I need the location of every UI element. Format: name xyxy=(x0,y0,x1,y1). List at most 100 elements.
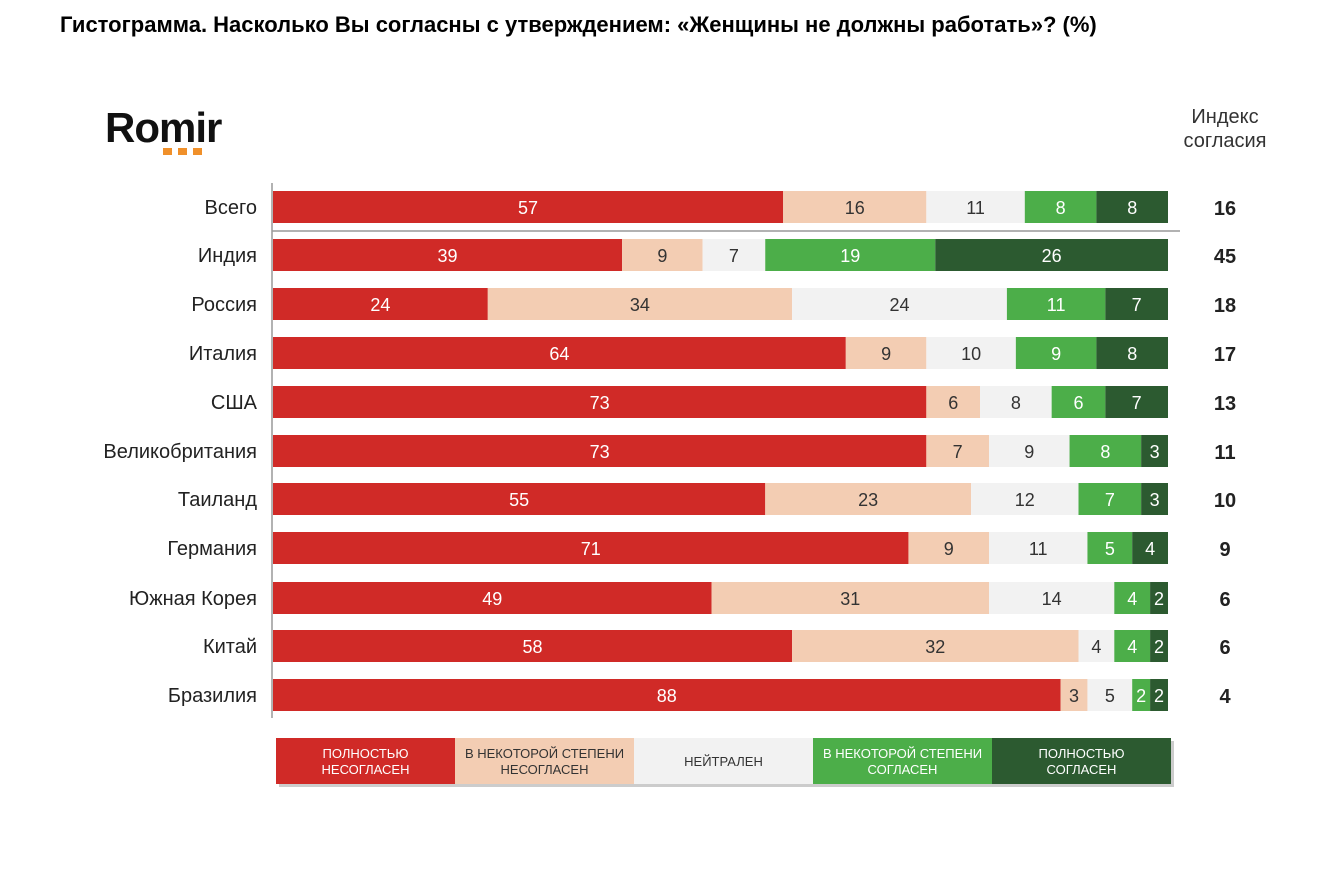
bar-segment xyxy=(273,337,846,369)
bar-segment xyxy=(1150,582,1168,614)
data-label: 3 xyxy=(1150,442,1160,462)
data-label: 4 xyxy=(1091,637,1101,657)
data-label: 7 xyxy=(953,442,963,462)
bar-segment xyxy=(926,386,981,418)
bar-segment xyxy=(1132,532,1168,564)
agreement-index-value: 17 xyxy=(1214,344,1236,366)
data-label: 2 xyxy=(1136,686,1146,706)
data-label: 10 xyxy=(961,344,981,364)
bar-segment xyxy=(273,239,623,271)
bar-segment xyxy=(1069,435,1142,467)
bar-segment xyxy=(935,239,1168,271)
bar-segment xyxy=(926,435,989,467)
category-label: Всего xyxy=(205,197,257,219)
bar-segment xyxy=(1114,582,1151,614)
bar-segment xyxy=(1132,679,1151,711)
data-label: 31 xyxy=(840,589,860,609)
logo-text: Romir xyxy=(105,104,222,151)
category-label: Таиланд xyxy=(178,489,257,511)
legend-label: В НЕКОТОРОЙ СТЕПЕНИ xyxy=(823,746,982,761)
data-label: 2 xyxy=(1154,637,1164,657)
data-label: 73 xyxy=(590,442,610,462)
data-label: 11 xyxy=(1047,295,1066,315)
category-label: Бразилия xyxy=(168,685,257,707)
data-label: 4 xyxy=(1127,637,1137,657)
bar-segment xyxy=(926,191,1025,223)
data-label: 24 xyxy=(370,295,390,315)
legend-label: НЕЙТРАЛЕН xyxy=(684,754,763,769)
data-label: 3 xyxy=(1069,686,1079,706)
data-label: 88 xyxy=(657,686,677,706)
bar-segment xyxy=(1006,288,1106,320)
category-label: Великобритания xyxy=(103,441,257,463)
bar-segment xyxy=(1141,483,1168,515)
bar-segment xyxy=(989,532,1088,564)
bar-segment xyxy=(1060,679,1088,711)
legend-swatch xyxy=(276,738,455,784)
data-label: 14 xyxy=(1042,589,1062,609)
data-label: 7 xyxy=(729,246,739,266)
data-label: 2 xyxy=(1154,686,1164,706)
data-label: 3 xyxy=(1150,490,1160,510)
romir-logo: Romir xyxy=(105,104,222,155)
bar-segment xyxy=(792,630,1079,662)
data-label: 39 xyxy=(438,246,458,266)
bar-segment xyxy=(273,288,488,320)
bar-segment xyxy=(989,582,1115,614)
data-label: 9 xyxy=(944,539,954,559)
category-label: Россия xyxy=(191,294,257,316)
agreement-index-value: 45 xyxy=(1214,246,1236,268)
logo-dots xyxy=(163,148,221,155)
legend-label: СОГЛАСЕН xyxy=(868,762,938,777)
bar-segment xyxy=(273,582,712,614)
category-label: Индия xyxy=(198,245,257,267)
data-label: 19 xyxy=(840,246,860,266)
agreement-index-value: 6 xyxy=(1219,589,1230,611)
legend-swatch xyxy=(813,738,992,784)
legend-label: НЕСОГЛАСЕН xyxy=(322,762,410,777)
data-label: 5 xyxy=(1105,539,1115,559)
bar-segment xyxy=(487,288,793,320)
category-label: Китай xyxy=(203,636,257,658)
bar-segment xyxy=(1051,386,1106,418)
data-label: 16 xyxy=(845,198,865,218)
data-label: 73 xyxy=(590,393,610,413)
data-label: 11 xyxy=(966,198,985,218)
bar-segment xyxy=(1015,337,1097,369)
data-label: 4 xyxy=(1145,539,1155,559)
bar-segment xyxy=(1105,288,1168,320)
bar-segment xyxy=(1114,630,1151,662)
bar-segment xyxy=(1096,191,1168,223)
bar-segment xyxy=(845,337,927,369)
data-label: 8 xyxy=(1011,393,1021,413)
agreement-index-value: 10 xyxy=(1214,490,1236,512)
bar-segment xyxy=(765,483,972,515)
legend-label: ПОЛНОСТЬЮ xyxy=(1039,746,1125,761)
agreement-index-value: 6 xyxy=(1219,637,1230,659)
bar-segment xyxy=(273,386,927,418)
category-label: Южная Корея xyxy=(129,588,257,610)
data-label: 26 xyxy=(1042,246,1062,266)
bar-segment xyxy=(980,386,1052,418)
category-label: Германия xyxy=(167,538,257,560)
bar-segment xyxy=(765,239,936,271)
data-label: 9 xyxy=(881,344,891,364)
bar-segment xyxy=(1150,630,1168,662)
data-label: 7 xyxy=(1132,393,1142,413)
bar-segment xyxy=(926,337,1016,369)
data-label: 6 xyxy=(1073,393,1083,413)
data-label: 23 xyxy=(858,490,878,510)
bar-segment xyxy=(273,630,793,662)
bar-segment xyxy=(1087,679,1133,711)
data-label: 4 xyxy=(1127,589,1137,609)
data-label: 8 xyxy=(1056,198,1066,218)
bar-segment xyxy=(622,239,703,271)
data-label: 34 xyxy=(630,295,650,315)
data-label: 71 xyxy=(581,539,601,559)
data-label: 6 xyxy=(948,393,958,413)
legend-label: В НЕКОТОРОЙ СТЕПЕНИ xyxy=(465,746,624,761)
bar-segment xyxy=(273,532,909,564)
bar-segment xyxy=(702,239,766,271)
data-label: 55 xyxy=(509,490,529,510)
